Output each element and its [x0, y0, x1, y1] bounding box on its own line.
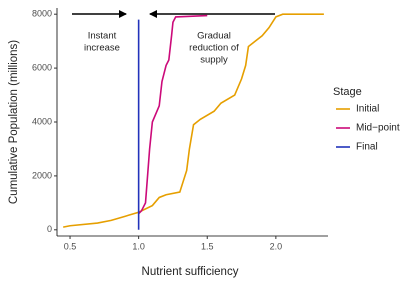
x-tick-label: 2.0: [270, 241, 283, 251]
y-tick-label: 4000: [32, 116, 52, 126]
annotation: Instant: [88, 31, 117, 42]
y-tick-label: 2000: [32, 170, 52, 180]
y-tick-label: 0: [47, 224, 52, 234]
annotation: supply: [200, 55, 228, 66]
x-tick-label: 1.0: [132, 241, 145, 251]
y-axis-title: Cumulative Population (millions): [8, 40, 20, 204]
legend-title: Stage: [333, 86, 362, 98]
annotation: Gradual: [197, 31, 231, 42]
y-tick-label: 6000: [32, 62, 52, 72]
x-axis-title: Nutrient sufficiency: [142, 266, 239, 278]
y-tick-label: 8000: [32, 9, 52, 19]
series-line: [138, 14, 208, 215]
x-tick-label: 1.5: [201, 241, 214, 251]
legend-label: Initial: [356, 104, 379, 115]
legend-label: Final: [356, 142, 378, 153]
series-line: [63, 13, 324, 228]
annotation: increase: [84, 43, 120, 54]
annotation: reduction of: [189, 43, 239, 54]
x-tick-label: 0.5: [64, 241, 77, 251]
legend-label: Mid−point: [356, 123, 400, 134]
